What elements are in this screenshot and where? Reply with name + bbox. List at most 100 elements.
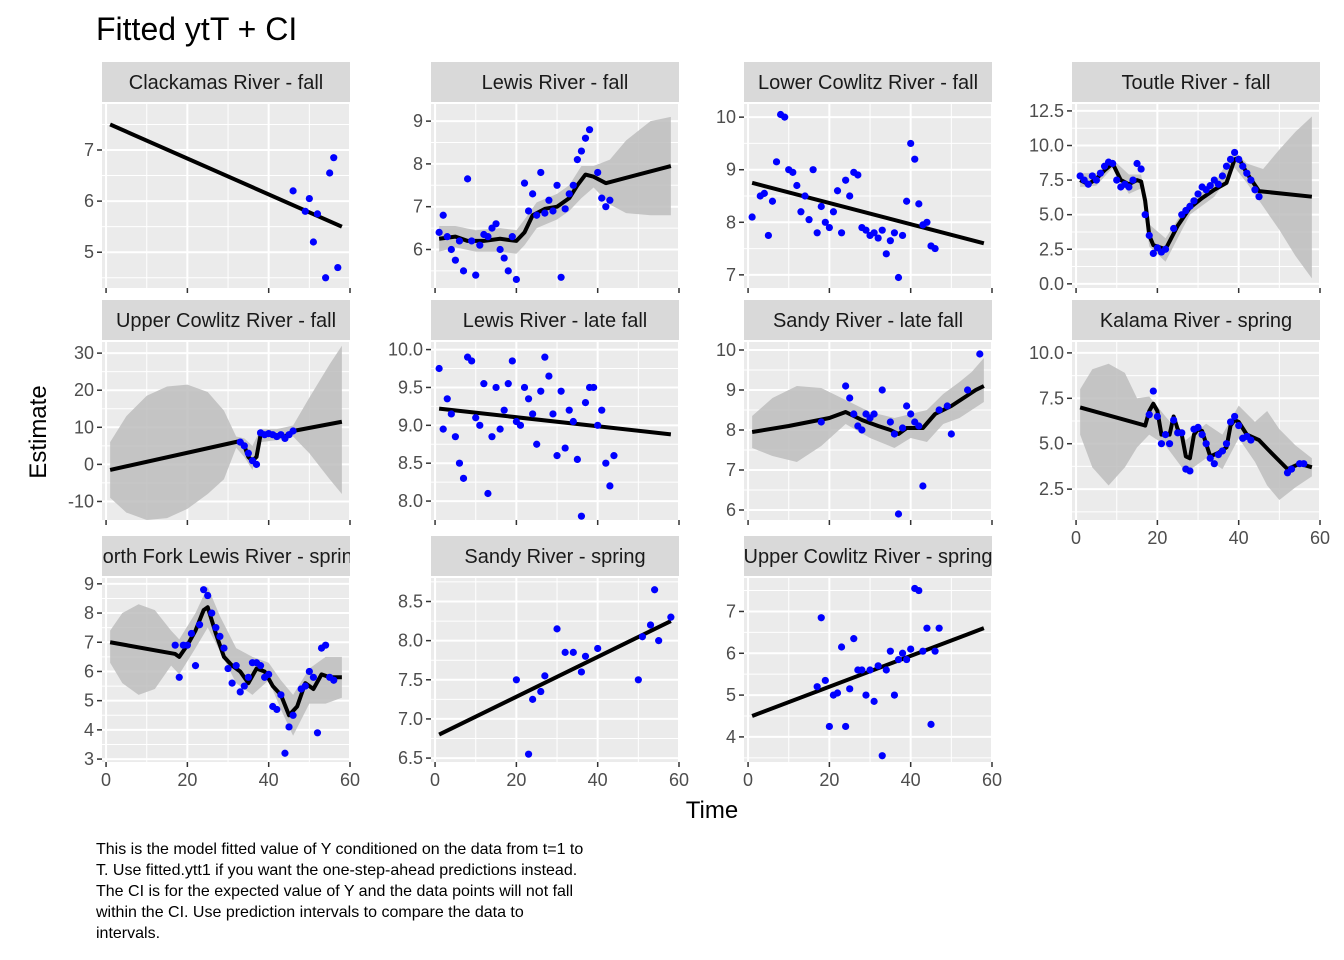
data-point [289,711,297,719]
data-point [195,621,204,629]
data-point [289,187,297,195]
y-tick-label: 10.0 [1029,136,1064,156]
panel-data [1079,363,1313,501]
data-point [837,229,846,237]
data-point [1222,440,1231,448]
data-point [923,218,931,226]
data-point [817,418,825,426]
data-point [1235,421,1243,430]
data-point [898,231,907,240]
data-point [175,673,183,681]
x-tick-label: 60 [1310,528,1330,548]
data-point [468,237,476,245]
data-point [789,168,797,176]
data-point [854,171,862,179]
y-tick-label: 7 [726,265,736,285]
data-point [277,691,285,699]
data-point [236,688,244,696]
data-point [508,357,516,365]
y-tick-label: 5 [84,242,94,262]
data-point [943,402,951,410]
y-tick-label: 7.5 [398,670,423,690]
data-point [821,218,829,226]
data-point [878,226,886,234]
data-point [1170,224,1178,233]
y-tick-label: 10 [74,417,94,437]
data-point [1255,193,1263,201]
data-point [565,190,573,198]
y-tick-label: 6 [726,500,736,520]
y-tick-label: -10 [68,491,94,511]
data-point [289,427,297,435]
data-point [208,609,216,617]
ci-band [752,358,984,462]
data-point [537,387,545,395]
y-tick-label: 9.0 [398,415,423,435]
data-point [1113,176,1121,184]
panel-data [1076,116,1313,279]
x-tick-label: 0 [1071,528,1081,548]
panel-data [435,116,672,284]
data-point [273,705,281,714]
data-point [581,399,590,407]
y-tick-label: 3 [84,749,94,769]
data-point [846,394,854,402]
y-tick-label: 30 [74,343,94,363]
data-point [1145,231,1153,240]
facet-title: Upper Cowlitz River - fall [116,310,336,332]
data-point [533,440,541,448]
data-point [244,673,252,681]
data-point [443,233,451,241]
y-tick-label: 6 [413,239,423,259]
data-point [492,383,500,392]
data-point [435,228,443,236]
data-point [301,207,309,215]
data-point [443,395,451,403]
facet-strip [431,62,679,102]
y-tick-label: 6 [84,191,94,211]
data-point [1186,202,1194,210]
data-point [898,649,907,657]
data-point [553,452,561,460]
data-point [183,641,191,649]
panel-data [109,586,342,757]
data-point [330,676,338,684]
x-tick-label: 20 [1147,528,1167,548]
data-point [533,211,541,219]
data-point [634,676,642,684]
data-point [496,245,504,254]
data-point [476,421,484,429]
data-point [1214,180,1222,188]
y-tick-label: 10 [716,107,736,127]
y-tick-label: 6 [84,661,94,681]
facet-title: Sandy River - spring [464,546,645,568]
data-point [1210,460,1218,468]
data-point [890,691,899,699]
data-point [646,621,655,629]
data-point [606,482,614,490]
data-point [309,673,318,681]
data-point [549,207,557,215]
data-point [667,613,675,621]
data-point [472,271,480,279]
data-point [1137,165,1145,173]
y-tick-label: 5.0 [1039,205,1064,225]
y-tick-label: 4 [726,727,736,747]
x-tick-label: 20 [177,770,197,790]
data-point [898,424,907,432]
panel-data [748,110,985,282]
data-point [561,205,569,213]
y-tick-label: 9.5 [398,377,423,397]
caption: This is the model fitted value of Y cond… [95,841,583,942]
panel-background [102,104,350,288]
panel-data [109,345,343,520]
data-point [212,624,220,632]
data-point [463,175,472,183]
facet-title: Upper Cowlitz River - spring [744,546,993,568]
data-point [504,267,512,275]
data-point [1239,162,1247,170]
data-point [760,189,768,197]
facet-panel: Kalama River - spring 2.5 5.0 7.5 10.0 0 20 40 6… [1029,300,1330,548]
data-point [903,655,911,664]
ci-band [1080,116,1312,279]
